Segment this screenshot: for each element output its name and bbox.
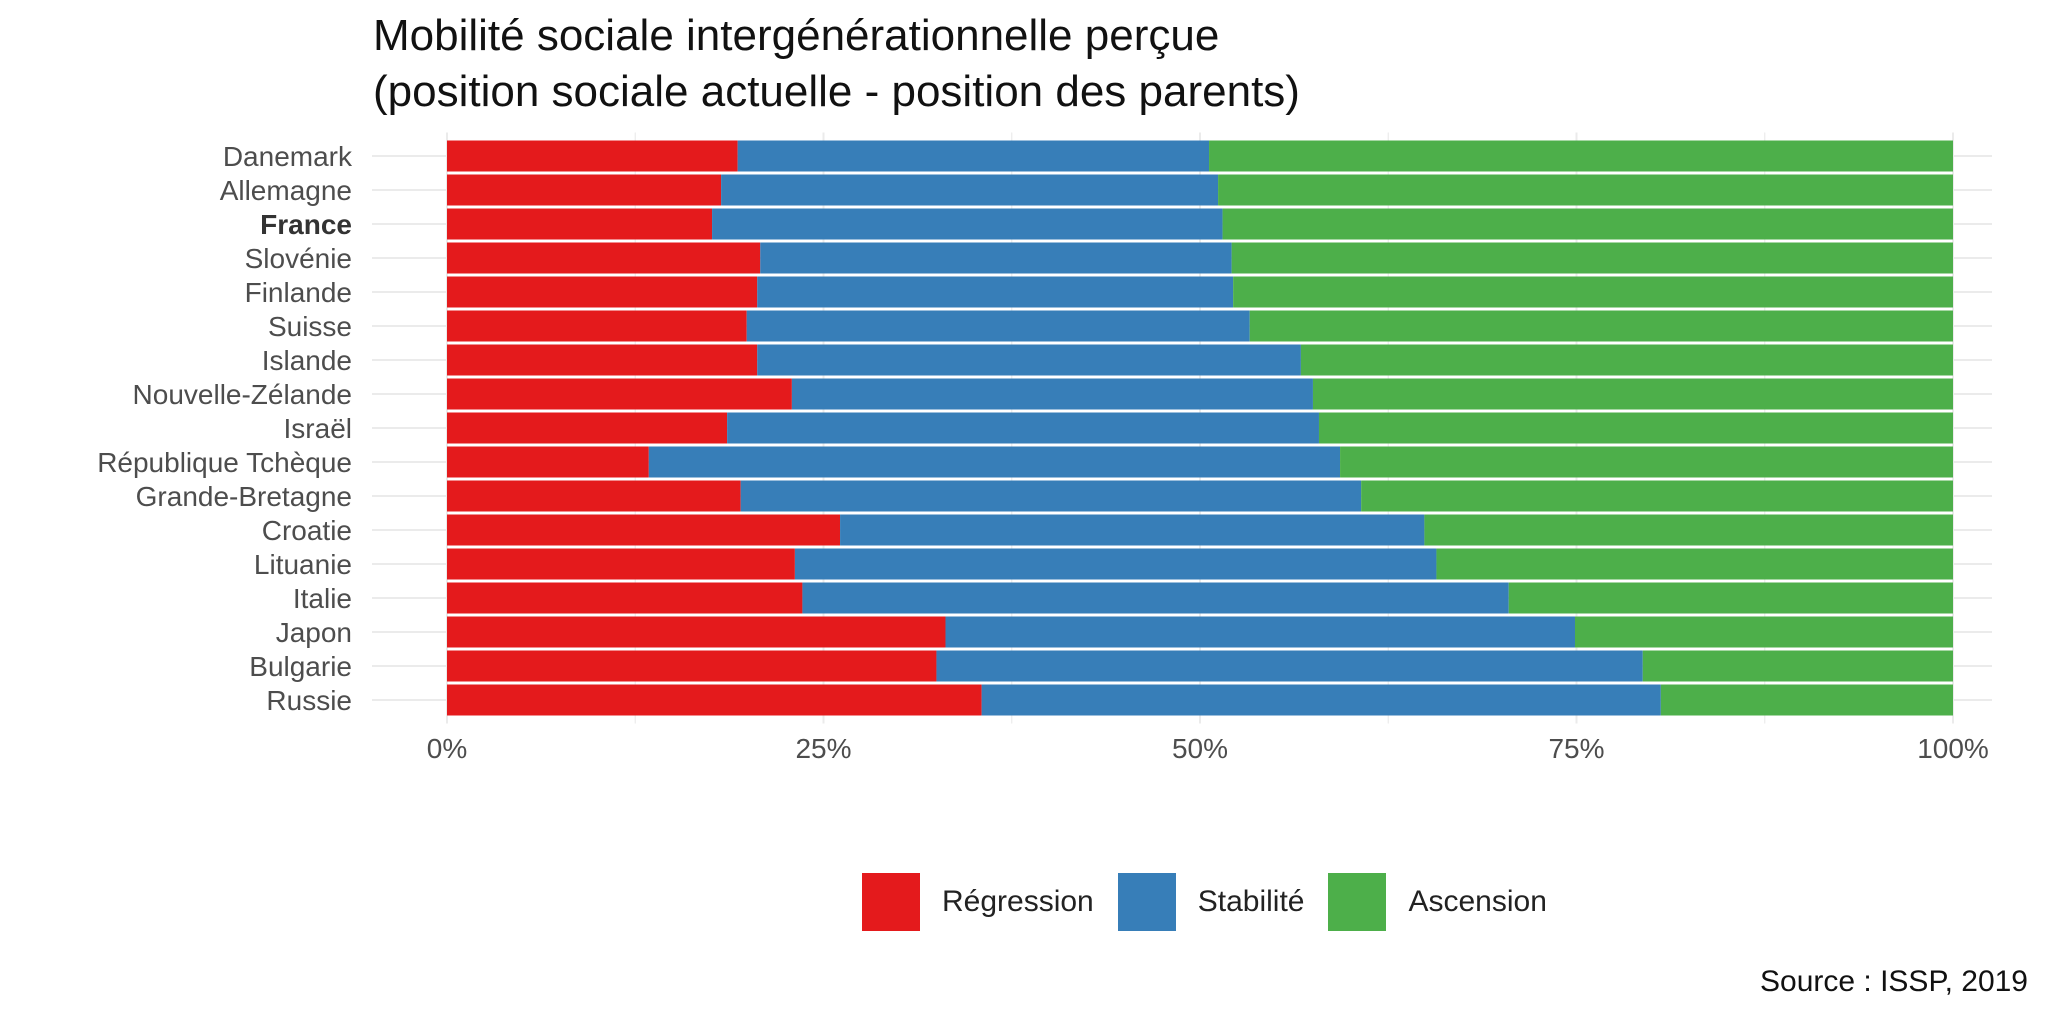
bar-stabilit--10 [740,480,1362,512]
bar-r-gression-9 [447,446,649,478]
y-tick-label: Slovénie [245,243,352,274]
bar-stabilit--13 [802,582,1509,614]
bar-stabilit--16 [981,684,1661,716]
y-tick-label: Lituanie [254,549,352,580]
x-tick-label: 100% [1917,733,1989,764]
legend-swatch-stabilite [1117,873,1176,931]
bar-ascension-7 [1312,378,1953,410]
x-tick-label: 0% [427,733,467,764]
legend-label-ascension: Ascension [1408,885,1547,918]
chart-title-line-2: (position sociale actuelle - position de… [373,67,1300,116]
y-tick-label: République Tchèque [97,447,352,478]
bar-r-gression-3 [447,242,761,274]
bar-stabilit--11 [840,514,1425,546]
bar-stabilit--12 [794,548,1437,580]
x-tick-label: 25% [795,733,851,764]
bar-stabilit--9 [648,446,1341,478]
bar-stabilit--4 [757,276,1234,308]
bar-r-gression-15 [447,650,937,682]
bar-stabilit--3 [760,242,1232,274]
y-tick-label: France [260,209,352,240]
bar-r-gression-4 [447,276,758,308]
bar-ascension-1 [1218,174,1953,206]
bar-ascension-16 [1660,684,1953,716]
bar-ascension-8 [1318,412,1953,444]
bar-r-gression-8 [447,412,728,444]
bar-stabilit--15 [936,650,1643,682]
y-tick-label: Islande [262,345,352,376]
bar-r-gression-0 [447,140,738,172]
y-tick-label: Japon [276,617,352,648]
bar-stabilit--0 [737,140,1210,172]
y-tick-label: Italie [293,583,352,614]
bar-ascension-14 [1574,616,1953,648]
chart-title-line-1: Mobilité sociale intergénérationnelle pe… [373,11,1220,60]
legend-label-stabilite: Stabilité [1197,885,1305,918]
bar-r-gression-12 [447,548,795,580]
x-tick-label: 50% [1172,733,1228,764]
bar-stabilit--6 [757,344,1301,376]
bar-ascension-11 [1424,514,1953,546]
bar-stabilit--14 [945,616,1575,648]
legend-item-stabilite: Stabilité [1117,873,1305,931]
y-tick-label: Suisse [268,311,352,342]
bar-ascension-9 [1340,446,1953,478]
y-tick-label: Allemagne [220,175,352,206]
source-note: Source : ISSP, 2019 [1760,965,2028,998]
bar-r-gression-14 [447,616,946,648]
bar-r-gression-2 [447,208,713,240]
y-tick-label: Grande-Bretagne [136,481,352,512]
bar-stabilit--7 [791,378,1313,410]
bar-r-gression-1 [447,174,722,206]
x-tick-label: 75% [1548,733,1604,764]
y-tick-label: Bulgarie [249,651,352,682]
bar-r-gression-6 [447,344,758,376]
bars [447,140,1953,716]
bar-ascension-5 [1249,310,1953,342]
bar-stabilit--5 [746,310,1250,342]
bar-r-gression-5 [447,310,747,342]
y-tick-label: Russie [266,685,352,716]
y-tick-label: Danemark [223,141,353,172]
bar-r-gression-16 [447,684,982,716]
bar-ascension-0 [1209,140,1953,172]
legend-swatch-ascension [1328,873,1387,931]
bar-stabilit--8 [727,412,1319,444]
bar-ascension-3 [1231,242,1953,274]
bar-ascension-10 [1361,480,1953,512]
legend-item-regression: Régression [862,873,1094,931]
bar-ascension-13 [1508,582,1953,614]
bar-r-gression-13 [447,582,803,614]
bar-r-gression-11 [447,514,841,546]
legend-label-regression: Régression [942,885,1094,918]
bar-ascension-4 [1233,276,1953,308]
y-tick-label: Finlande [245,277,352,308]
bar-stabilit--1 [721,174,1219,206]
bar-r-gression-7 [447,378,792,410]
bar-ascension-6 [1300,344,1953,376]
bar-r-gression-10 [447,480,741,512]
y-tick-label: Israël [284,413,352,444]
bar-stabilit--2 [712,208,1223,240]
bar-ascension-2 [1222,208,1953,240]
bar-ascension-15 [1642,650,1953,682]
legend-swatch-regression [862,873,920,931]
y-tick-label: Croatie [262,515,352,546]
legend: Régression Stabilité Ascension [862,872,1571,932]
legend-item-ascension: Ascension [1328,873,1547,931]
y-tick-label: Nouvelle-Zélande [133,379,352,410]
bar-ascension-12 [1436,548,1953,580]
